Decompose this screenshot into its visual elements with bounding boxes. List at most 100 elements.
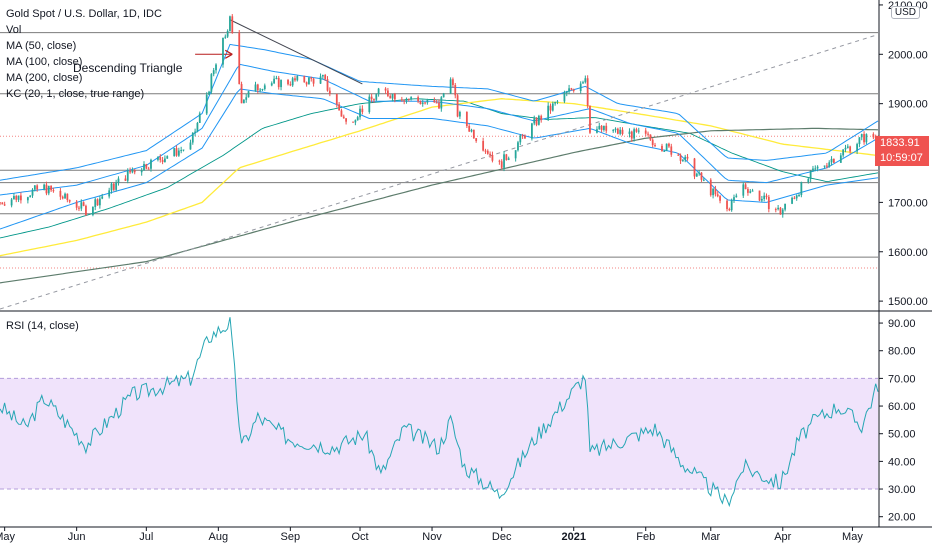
kc-upper-line xyxy=(0,43,879,181)
descending-triangle-label[interactable]: Descending Triangle xyxy=(73,61,183,75)
up-candle xyxy=(245,97,248,100)
rsi-tick-label: 80.00 xyxy=(888,346,916,358)
up-candle xyxy=(194,131,197,133)
study-ma50[interactable]: MA (50, close) xyxy=(6,40,77,52)
down-candle xyxy=(647,133,649,135)
up-candle xyxy=(205,94,208,114)
down-candle xyxy=(825,165,828,167)
up-candle xyxy=(865,134,868,143)
down-candle xyxy=(75,201,78,208)
down-candle xyxy=(52,190,55,192)
down-candle xyxy=(345,118,347,122)
down-candle xyxy=(489,153,492,155)
up-candle xyxy=(470,129,473,132)
up-candle xyxy=(777,207,780,210)
down-candle xyxy=(159,157,162,160)
price-tick-label: 2100.00 xyxy=(888,0,928,12)
down-candle xyxy=(832,158,835,163)
x-tick-label: Nov xyxy=(422,531,442,543)
up-candle xyxy=(440,97,443,109)
x-tick-label: Jul xyxy=(139,531,153,543)
up-candle xyxy=(29,195,32,198)
up-candle xyxy=(795,195,798,199)
down-candle xyxy=(147,168,150,170)
down-candle xyxy=(491,154,494,161)
down-candle xyxy=(644,130,647,134)
currency-badge[interactable]: USD xyxy=(890,6,920,19)
up-candle xyxy=(612,130,615,132)
study-vol[interactable]: Vol xyxy=(6,24,22,36)
down-candle xyxy=(586,78,589,106)
down-candle xyxy=(765,195,768,197)
down-candle xyxy=(310,77,313,79)
up-candle xyxy=(733,197,735,201)
symbol-title[interactable]: Gold Spot / U.S. Dollar, 1D, IDC xyxy=(6,8,162,20)
up-candle xyxy=(182,149,185,151)
up-candle xyxy=(368,96,371,113)
down-candle xyxy=(328,90,331,94)
up-candle xyxy=(150,159,152,169)
down-candle xyxy=(161,159,164,162)
down-candle xyxy=(435,102,438,104)
down-candle xyxy=(36,185,39,190)
x-tick-label: Aug xyxy=(209,531,229,543)
x-tick-label: Oct xyxy=(351,531,368,543)
up-candle xyxy=(517,142,519,151)
up-candle xyxy=(614,128,617,131)
up-candle xyxy=(140,170,143,173)
up-candle xyxy=(270,83,273,86)
up-candle xyxy=(291,78,294,86)
study-ma100[interactable]: MA (100, close) xyxy=(6,56,83,68)
up-candle xyxy=(80,202,83,209)
down-candle xyxy=(744,184,747,190)
down-candle xyxy=(661,145,663,152)
up-candle xyxy=(410,97,413,99)
down-candle xyxy=(605,125,608,131)
up-candle xyxy=(763,195,766,200)
up-candle xyxy=(224,36,227,38)
study-ma200[interactable]: MA (200, close) xyxy=(6,72,83,84)
up-candle xyxy=(143,164,145,171)
ma200-line xyxy=(0,127,879,284)
down-candle xyxy=(686,156,689,159)
up-candle xyxy=(356,117,359,121)
rsi-label[interactable]: RSI (14, close) xyxy=(6,320,79,332)
up-candle xyxy=(531,123,533,139)
up-candle xyxy=(215,64,217,71)
up-candle xyxy=(809,170,812,179)
up-candle xyxy=(421,102,424,105)
down-candle xyxy=(616,128,619,134)
down-candle xyxy=(20,195,22,201)
down-candle xyxy=(540,115,543,120)
up-candle xyxy=(507,158,510,160)
down-candle xyxy=(498,160,501,162)
candlestick-series xyxy=(0,14,879,218)
x-tick-label: Feb xyxy=(636,531,655,543)
up-candle xyxy=(319,76,322,84)
x-tick-label: Apr xyxy=(774,531,791,543)
up-candle xyxy=(816,166,819,169)
up-candle xyxy=(426,100,429,103)
up-candle xyxy=(751,190,754,192)
down-candle xyxy=(549,105,552,111)
up-candle xyxy=(13,196,15,200)
down-candle xyxy=(50,185,53,191)
up-candle xyxy=(177,150,180,156)
study-kc[interactable]: KC (20, 1, close, true range) xyxy=(6,88,145,100)
up-candle xyxy=(191,132,194,143)
down-candle xyxy=(112,183,115,190)
up-candle xyxy=(556,101,559,103)
down-candle xyxy=(438,102,440,109)
up-candle xyxy=(94,199,97,207)
down-candle xyxy=(535,118,538,125)
up-candle xyxy=(354,120,357,123)
up-candle xyxy=(126,170,129,181)
rsi-tick-label: 30.00 xyxy=(888,484,916,496)
down-candle xyxy=(472,129,475,139)
up-candle xyxy=(730,200,733,211)
up-candle xyxy=(551,103,554,111)
up-candle xyxy=(858,137,861,145)
up-candle xyxy=(254,84,257,92)
down-candle xyxy=(277,77,280,88)
